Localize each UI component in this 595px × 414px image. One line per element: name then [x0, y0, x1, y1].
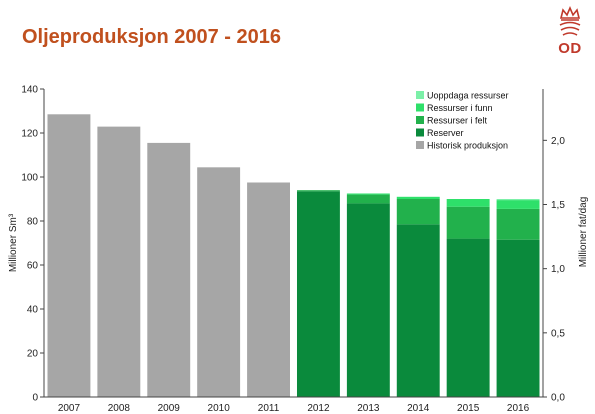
bar-felt-2014: [396, 199, 440, 225]
bar-historisk-2007: [47, 114, 91, 398]
y2-tick-label: 1,5: [551, 200, 565, 211]
logo-text: OD: [558, 40, 582, 57]
bar-reserver-2012: [296, 191, 340, 397]
crown-icon: [559, 5, 581, 36]
y-tick-label: 140: [21, 85, 38, 96]
y-tick-label: 80: [27, 217, 39, 228]
y-tick-label: 120: [21, 129, 38, 140]
legend-swatch-funn: [416, 103, 424, 112]
bar-funn-2015: [446, 199, 490, 207]
bar-felt-2012: [296, 190, 340, 192]
y2-axis-label: Millioner fat/dag: [578, 197, 589, 268]
x-tick-label: 2008: [108, 403, 131, 414]
bar-historisk-2008: [97, 126, 141, 398]
y-tick-label: 20: [27, 349, 39, 360]
bar-historisk-2010: [197, 167, 241, 397]
x-tick-label: 2013: [357, 403, 380, 414]
legend-label-historisk: Historisk produksjon: [427, 141, 508, 151]
y2-tick-label: 0,0: [551, 393, 565, 404]
legend-label-funn: Ressurser i funn: [427, 103, 493, 113]
y-tick-label: 100: [21, 173, 38, 184]
x-tick-label: 2009: [158, 403, 181, 414]
x-tick-label: 2007: [58, 403, 81, 414]
x-tick-label: 2012: [307, 403, 330, 414]
x-tick-label: 2011: [258, 403, 280, 414]
legend-swatch-uoppdaga: [416, 91, 424, 99]
y2-tick-label: 0,5: [551, 328, 565, 339]
bar-funn-2014: [396, 196, 440, 199]
bar-uoppdaga-2016: [496, 199, 540, 201]
od-logo: OD: [551, 4, 589, 60]
x-tick-label: 2016: [507, 403, 530, 414]
x-tick-label: 2010: [208, 403, 231, 414]
bar-reserver-2015: [446, 238, 490, 397]
legend-label-uoppdaga: Uoppdaga ressurser: [427, 91, 509, 101]
y-tick-label: 0: [32, 393, 38, 404]
legend-swatch-historisk: [416, 141, 424, 149]
x-tick-label: 2015: [457, 403, 480, 414]
bar-historisk-2011: [247, 182, 290, 397]
y-tick-label: 60: [27, 261, 39, 272]
bar-felt-2015: [446, 206, 490, 239]
page-title: Oljeproduksjon 2007 - 2016: [22, 26, 281, 48]
bar-funn-2016: [496, 200, 540, 209]
y2-tick-label: 2,0: [551, 136, 565, 147]
legend-swatch-reserver: [416, 128, 424, 137]
y-axis-label: Millioner Sm³: [8, 213, 19, 272]
bar-reserver-2014: [396, 224, 440, 397]
bar-reserver-2016: [496, 239, 540, 397]
bar-felt-2013: [346, 194, 390, 204]
x-tick-label: 2014: [407, 403, 430, 414]
y-tick-label: 40: [27, 305, 39, 316]
legend-label-reserver: Reserver: [427, 128, 464, 138]
legend-swatch-felt: [416, 116, 424, 124]
bar-felt-2016: [496, 208, 540, 240]
y2-tick-label: 1,0: [551, 264, 565, 275]
bar-reserver-2013: [346, 203, 390, 397]
bar-funn-2013: [346, 193, 390, 195]
bar-historisk-2009: [147, 142, 191, 397]
legend-label-felt: Ressurser i felt: [427, 116, 488, 126]
